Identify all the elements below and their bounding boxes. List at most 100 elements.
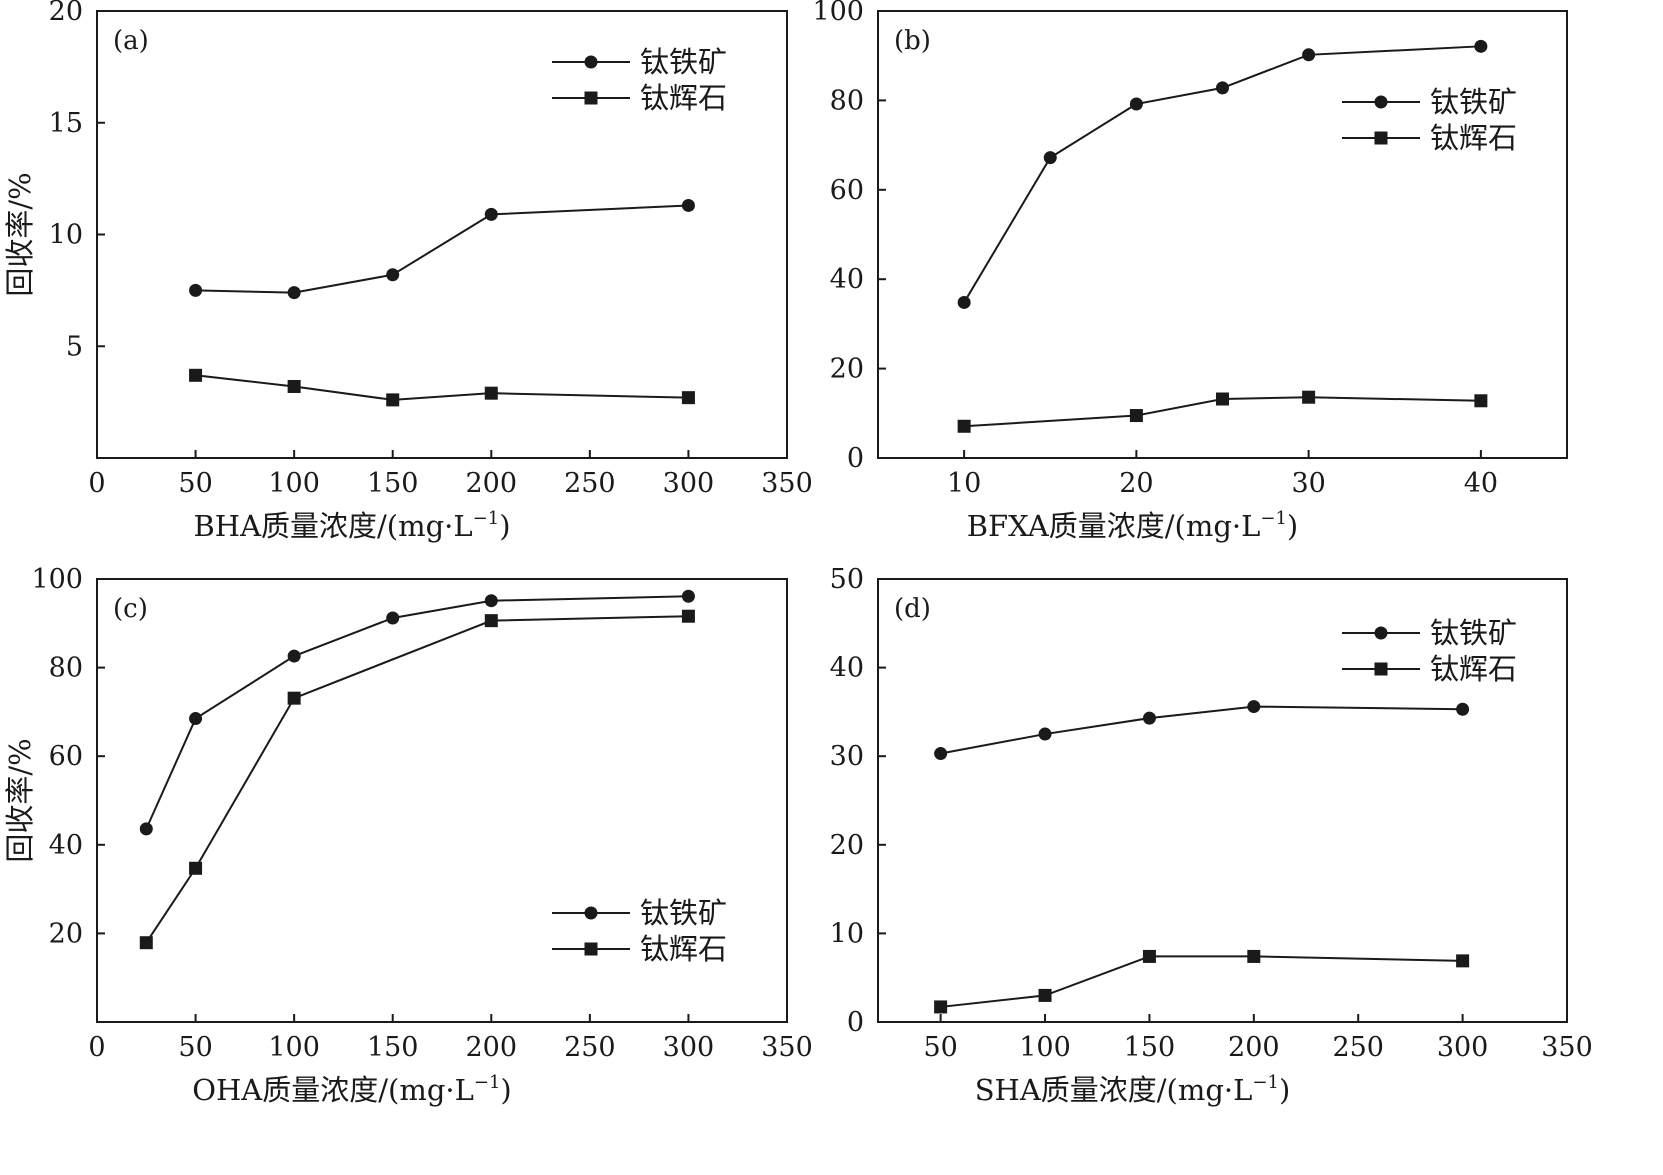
data-point-ilmenite xyxy=(1142,711,1156,725)
x-axis-title-superscript: −1 xyxy=(1252,1072,1279,1093)
legend-marker xyxy=(584,55,598,69)
panel-label: (c) xyxy=(113,594,148,624)
data-point-ilmenite xyxy=(484,594,498,608)
panel-label: (a) xyxy=(113,26,149,56)
y-tick-label: 20 xyxy=(49,0,83,27)
legend-marker xyxy=(584,91,598,105)
data-point-titanaugite xyxy=(287,691,301,705)
data-point-titanaugite xyxy=(1456,954,1470,968)
panel-label: (b) xyxy=(894,26,931,56)
data-point-ilmenite xyxy=(484,207,498,221)
y-tick-label: 60 xyxy=(49,741,83,772)
data-point-ilmenite xyxy=(1474,39,1488,53)
data-point-ilmenite xyxy=(957,295,971,309)
data-point-titanaugite xyxy=(681,609,695,623)
plot-frame xyxy=(877,10,1568,459)
data-point-titanaugite xyxy=(139,936,153,950)
x-axis-title: SHA质量浓度/(mg·L−1) xyxy=(975,1072,1291,1107)
plot-frame xyxy=(96,578,788,1023)
data-point-titanaugite xyxy=(681,391,695,405)
y-tick-label: 0 xyxy=(847,1007,864,1038)
x-tick-label: 100 xyxy=(1019,1032,1071,1063)
y-tick-label: 20 xyxy=(49,918,83,949)
x-axis-title-superscript: −1 xyxy=(473,508,500,529)
legend-label: 钛辉石 xyxy=(1430,652,1517,686)
data-point-titanaugite xyxy=(484,386,498,400)
y-tick-label: 60 xyxy=(830,175,864,206)
x-axis-title-superscript: −1 xyxy=(474,1072,501,1093)
legend-marker xyxy=(1374,662,1388,676)
legend-label: 钛辉石 xyxy=(1430,121,1517,155)
legend-marker xyxy=(584,906,598,920)
x-tick-label: 200 xyxy=(466,1032,518,1063)
panel-b: 10 20 30 40 0 20 40 60 80 100 (b) BFXA质量浓度/(mg·L−1)… xyxy=(812,0,1568,543)
y-tick-label: 40 xyxy=(830,653,864,684)
x-axis-title-tail: ) xyxy=(500,1073,511,1107)
x-axis-title-main: BHA质量浓度/(mg·L xyxy=(193,509,472,543)
data-point-ilmenite xyxy=(934,747,948,761)
series-line-titanaugite xyxy=(145,615,689,944)
data-point-titanaugite xyxy=(934,1000,948,1014)
x-tick-label: 350 xyxy=(761,468,813,499)
data-point-ilmenite xyxy=(1043,151,1057,165)
legend-label: 钛辉石 xyxy=(640,81,727,115)
data-point-ilmenite xyxy=(1456,702,1470,716)
data-point-ilmenite xyxy=(189,712,203,726)
series-line-ilmenite xyxy=(940,705,1463,755)
x-tick-label: 200 xyxy=(466,468,518,499)
data-point-ilmenite xyxy=(1038,727,1052,741)
panel-a: 0 50 100 150 200 250 300 350 5 10 15 20 (a) BHA质量浓度/(… xyxy=(3,0,813,543)
data-point-ilmenite xyxy=(681,198,695,212)
data-point-titanaugite xyxy=(1038,988,1052,1002)
x-tick-label: 50 xyxy=(178,1032,212,1063)
x-axis-title-tail: ) xyxy=(1287,509,1298,543)
legend-marker xyxy=(1374,626,1388,640)
data-point-ilmenite xyxy=(1129,97,1143,111)
data-point-titanaugite xyxy=(189,861,203,875)
y-tick-label: 0 xyxy=(847,443,864,474)
x-tick-label: 40 xyxy=(1464,468,1498,499)
y-axis-title: 回收率/% xyxy=(3,172,37,296)
x-tick-label: 300 xyxy=(1437,1032,1489,1063)
x-axis-title: BHA质量浓度/(mg·L−1) xyxy=(193,508,510,543)
legend-label: 钛辉石 xyxy=(640,932,727,966)
x-axis-title: OHA质量浓度/(mg·L−1) xyxy=(192,1072,512,1107)
y-tick-label: 10 xyxy=(49,220,83,251)
y-tick-label: 15 xyxy=(49,108,83,139)
data-point-titanaugite xyxy=(1142,949,1156,963)
y-tick-label: 30 xyxy=(830,741,864,772)
y-tick-label: 5 xyxy=(66,331,83,362)
data-point-ilmenite xyxy=(1302,48,1316,62)
x-tick-label: 250 xyxy=(1332,1032,1384,1063)
legend-label: 钛铁矿 xyxy=(640,45,727,79)
x-axis-title-superscript: −1 xyxy=(1260,508,1287,529)
x-axis-title-main: OHA质量浓度/(mg·L xyxy=(192,1073,474,1107)
x-axis-title-tail: ) xyxy=(499,509,510,543)
series-line-titanaugite xyxy=(195,374,689,401)
x-tick-label: 150 xyxy=(1124,1032,1176,1063)
y-axis-title: 回收率/% xyxy=(3,738,37,862)
x-tick-label: 50 xyxy=(923,1032,957,1063)
data-point-titanaugite xyxy=(1302,390,1316,404)
x-tick-label: 250 xyxy=(564,1032,616,1063)
data-point-titanaugite xyxy=(1216,392,1229,406)
x-tick-label: 250 xyxy=(564,468,616,499)
data-point-titanaugite xyxy=(287,379,301,393)
y-tick-label: 100 xyxy=(812,0,864,27)
data-point-ilmenite xyxy=(287,286,301,300)
x-axis-title-main: BFXA质量浓度/(mg·L xyxy=(967,509,1261,543)
x-tick-label: 100 xyxy=(268,468,320,499)
y-tick-label: 80 xyxy=(830,85,864,116)
x-tick-label: 0 xyxy=(88,1032,105,1063)
series-line-ilmenite xyxy=(195,204,689,294)
series-line-ilmenite xyxy=(963,45,1481,303)
x-tick-label: 30 xyxy=(1291,468,1325,499)
x-tick-label: 300 xyxy=(663,468,715,499)
data-point-ilmenite xyxy=(139,822,153,836)
x-tick-label: 50 xyxy=(178,468,212,499)
y-tick-label: 40 xyxy=(830,264,864,295)
y-tick-label: 20 xyxy=(830,830,864,861)
series-line-titanaugite xyxy=(940,955,1463,1008)
y-tick-label: 40 xyxy=(49,830,83,861)
